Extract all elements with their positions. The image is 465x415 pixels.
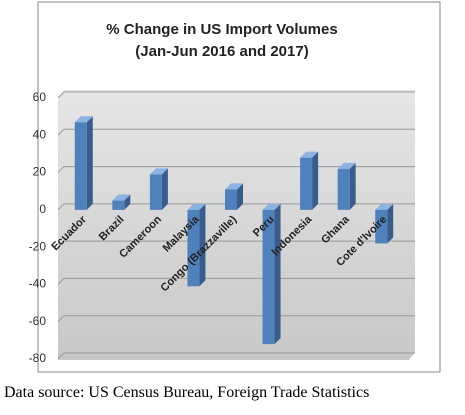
bar bbox=[375, 209, 388, 244]
chart: % Change in US Import Volumes (Jan-Jun 2… bbox=[29, 1, 441, 373]
bar bbox=[300, 157, 313, 210]
bar-top bbox=[187, 203, 206, 210]
y-tick-label: 0 bbox=[39, 202, 46, 216]
y-tick-label: -60 bbox=[29, 314, 47, 328]
y-tick-label: -40 bbox=[29, 277, 47, 291]
grid-line bbox=[57, 203, 415, 211]
bar bbox=[112, 200, 125, 210]
y-tick-label: 60 bbox=[33, 90, 47, 104]
grid-line bbox=[57, 277, 415, 285]
source-note: Data source: US Census Bureau, Foreign T… bbox=[4, 384, 370, 401]
bar-top bbox=[74, 116, 93, 123]
grid-line bbox=[57, 240, 415, 248]
bar-top bbox=[225, 183, 243, 190]
grid-line bbox=[57, 128, 415, 136]
bar-side bbox=[161, 168, 168, 210]
y-tick-label: 40 bbox=[33, 127, 47, 141]
y-tick-label: -80 bbox=[29, 351, 47, 365]
grid-line bbox=[57, 166, 415, 173]
bar bbox=[74, 122, 87, 210]
bar bbox=[262, 209, 275, 345]
plot-wall bbox=[58, 90, 415, 360]
chart-title: % Change in US Import Volumes bbox=[106, 21, 337, 38]
grid-line bbox=[57, 352, 415, 360]
y-tick-label: -20 bbox=[29, 239, 47, 253]
grid-line bbox=[57, 315, 415, 323]
bar-top bbox=[300, 151, 319, 158]
bar-side bbox=[349, 162, 356, 210]
y-tick-label: 20 bbox=[33, 165, 47, 179]
bar-side bbox=[387, 203, 394, 244]
bar-top bbox=[149, 168, 168, 175]
chart-subtitle: (Jan-Jun 2016 and 2017) bbox=[135, 43, 308, 60]
bar-side bbox=[274, 203, 281, 345]
bar-top bbox=[337, 162, 356, 169]
bar bbox=[337, 168, 350, 210]
grid-line bbox=[57, 91, 415, 99]
bar-side bbox=[199, 203, 206, 287]
bar-side bbox=[86, 116, 93, 210]
bar-top bbox=[262, 203, 281, 210]
bar bbox=[187, 209, 200, 287]
bar bbox=[225, 189, 237, 210]
bar-side bbox=[237, 183, 243, 210]
bar-top bbox=[375, 203, 394, 210]
bar bbox=[149, 174, 162, 210]
bar-side bbox=[312, 151, 319, 210]
bar-top bbox=[112, 194, 131, 201]
bar-side bbox=[124, 194, 131, 210]
